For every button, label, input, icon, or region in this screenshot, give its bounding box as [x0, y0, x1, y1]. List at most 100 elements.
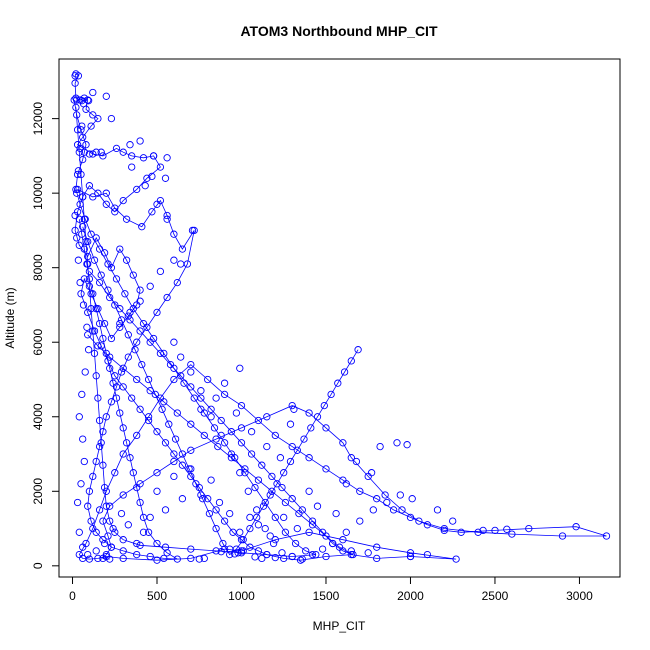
data-point	[254, 476, 263, 484]
data-point	[73, 96, 81, 104]
data-point	[85, 267, 94, 276]
data-point	[95, 245, 104, 253]
data-point	[433, 506, 442, 514]
data-point	[121, 290, 129, 298]
data-point	[143, 323, 151, 331]
data-point	[112, 144, 121, 153]
data-point	[197, 491, 205, 499]
data-point	[165, 420, 173, 428]
data-point	[308, 521, 317, 529]
data-point	[389, 506, 398, 514]
data-point	[305, 528, 313, 536]
data-point	[246, 513, 254, 522]
data-point	[74, 167, 83, 175]
x-axis-label: MHP_CIT	[313, 619, 366, 633]
data-point	[207, 476, 215, 484]
data-point	[373, 495, 381, 503]
data-point	[364, 549, 372, 557]
data-point	[83, 323, 91, 331]
data-point	[178, 245, 187, 253]
data-point	[273, 480, 281, 488]
series-6	[71, 72, 511, 563]
data-point	[219, 539, 227, 548]
data-point	[239, 547, 247, 555]
data-point	[89, 150, 97, 158]
data-point	[220, 517, 229, 525]
data-point	[227, 454, 236, 462]
data-point	[342, 480, 350, 488]
data-point	[322, 424, 330, 432]
data-point	[244, 487, 252, 495]
data-point	[106, 364, 114, 372]
data-point	[508, 530, 516, 538]
data-point	[187, 420, 195, 428]
data-point	[92, 457, 100, 466]
data-point	[296, 556, 305, 564]
data-point	[197, 387, 205, 395]
data-point	[144, 375, 153, 384]
data-point	[161, 506, 170, 514]
data-point	[322, 465, 330, 473]
data-point	[220, 439, 229, 447]
data-point	[122, 215, 131, 223]
data-point	[72, 103, 80, 112]
data-point	[178, 450, 187, 458]
data-point	[95, 278, 104, 287]
data-point	[258, 461, 266, 469]
data-point	[153, 487, 161, 495]
data-point	[89, 472, 97, 481]
data-point	[151, 390, 159, 399]
data-point	[276, 454, 285, 462]
data-point	[226, 545, 234, 553]
data-point	[503, 525, 511, 533]
data-point	[161, 439, 170, 447]
data-point	[95, 319, 104, 328]
data-point	[75, 148, 83, 156]
data-point	[153, 556, 161, 564]
data-point	[136, 498, 144, 507]
data-point	[178, 495, 187, 503]
data-point	[349, 550, 357, 559]
data-point	[80, 148, 88, 156]
data-point	[85, 282, 94, 290]
x-tick-label: 3000	[566, 589, 593, 603]
data-point	[237, 439, 246, 447]
data-point	[281, 498, 290, 507]
data-point	[308, 550, 317, 559]
data-point	[241, 469, 249, 477]
data-point	[212, 435, 220, 443]
data-point	[259, 502, 268, 510]
data-point	[99, 554, 107, 563]
data-point	[85, 182, 94, 190]
data-point	[133, 483, 141, 492]
data-point	[373, 543, 381, 551]
data-point	[239, 536, 247, 544]
data-point	[99, 428, 107, 436]
data-point	[77, 480, 85, 488]
data-point	[271, 536, 279, 544]
data-point	[212, 547, 220, 555]
data-point	[73, 111, 81, 119]
x-tick-label: 1500	[313, 589, 340, 603]
data-point	[128, 394, 136, 402]
data-point	[87, 122, 95, 130]
data-point	[136, 286, 144, 294]
data-point	[84, 331, 92, 339]
data-point	[226, 509, 234, 518]
data-point	[129, 271, 137, 279]
data-point	[75, 413, 83, 421]
data-point	[90, 256, 99, 264]
data-point	[79, 543, 87, 551]
data-point	[153, 539, 161, 548]
data-point	[373, 554, 381, 563]
data-point	[75, 241, 83, 249]
data-point	[423, 550, 432, 559]
data-point	[124, 331, 132, 339]
data-point	[119, 424, 127, 432]
data-point	[247, 450, 256, 458]
data-point	[251, 553, 259, 561]
data-point	[376, 442, 384, 451]
data-point	[77, 126, 85, 134]
data-point	[73, 234, 81, 242]
data-point	[254, 416, 263, 425]
